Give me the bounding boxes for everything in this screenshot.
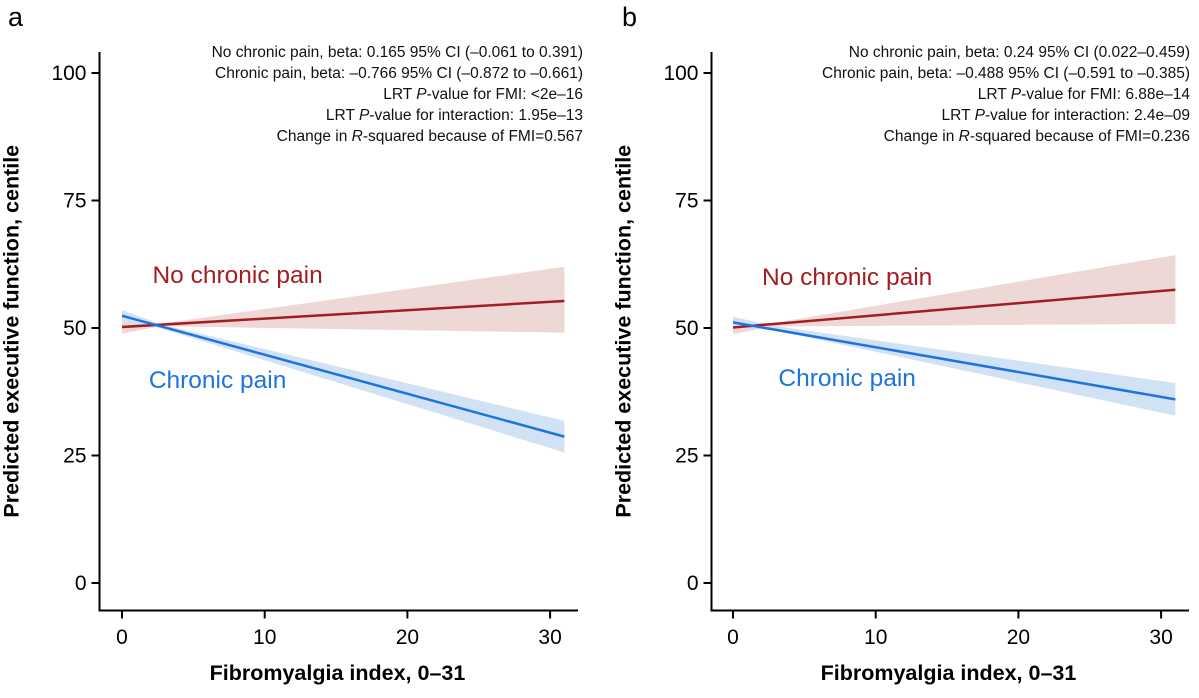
y-tick-label: 0 bbox=[687, 572, 699, 595]
annotation-block-b: No chronic pain, beta: 0.24 95% CI (0.02… bbox=[822, 42, 1190, 147]
panel-a: a No chronic pain, beta: 0.165 95% CI (–… bbox=[0, 2, 583, 685]
x-tick-label: 0 bbox=[727, 626, 739, 649]
x-tick-label: 30 bbox=[538, 626, 561, 649]
annotation-block-a: No chronic pain, beta: 0.165 95% CI (–0.… bbox=[212, 42, 583, 147]
series-label-no-chronic-pain: No chronic pain bbox=[762, 264, 932, 291]
annotation-line: Chronic pain, beta: –0.488 95% CI (–0.59… bbox=[822, 63, 1190, 84]
regression-line-no-chronic-pain bbox=[732, 288, 1176, 329]
annotation-italic-segment: R bbox=[351, 128, 363, 145]
annotation-line: Chronic pain, beta: –0.766 95% CI (–0.87… bbox=[212, 63, 583, 84]
x-axis-title: Fibromyalgia index, 0–31 bbox=[210, 661, 466, 685]
annotation-segment: -squared because of FMI=0.236 bbox=[969, 128, 1190, 145]
annotation-segment: LRT bbox=[325, 107, 359, 124]
y-tick-label: 100 bbox=[663, 62, 698, 85]
panel-b: b No chronic pain, beta: 0.24 95% CI (0.… bbox=[600, 0, 1199, 698]
plot-area-b: 0 25 50 75 100 0 10 20 30 Predicted executive fun… bbox=[612, 52, 1189, 685]
y-tick-label: 75 bbox=[675, 190, 698, 213]
ci-band-no-chronic-pain bbox=[122, 266, 565, 334]
y-tick-label: 50 bbox=[675, 317, 698, 340]
annotation-segment: LRT bbox=[941, 107, 975, 124]
x-axis-title: Fibromyalgia index, 0–31 bbox=[821, 661, 1077, 685]
y-tick-label: 25 bbox=[675, 445, 698, 468]
plot-area-a: 0 25 50 75 100 0 10 20 30 Predicted executive fun… bbox=[0, 52, 578, 685]
annotation-line: Change in R-squared because of FMI=0.236 bbox=[822, 126, 1190, 147]
y-tick-label: 0 bbox=[75, 572, 87, 595]
regression-line-chronic-pain bbox=[121, 314, 565, 438]
x-tick-label: 10 bbox=[253, 626, 276, 649]
annotation-segment: -squared because of FMI=0.567 bbox=[362, 128, 583, 145]
annotation-segment: Change in bbox=[883, 128, 959, 145]
x-tick-label: 20 bbox=[1007, 626, 1030, 649]
annotation-segment: No chronic pain, beta: 0.165 95% CI (–0.… bbox=[211, 44, 583, 61]
annotation-segment: No chronic pain, beta: 0.24 95% CI (0.02… bbox=[848, 44, 1190, 61]
annotation-line: Change in R-squared because of FMI=0.567 bbox=[212, 126, 583, 147]
annotation-segment: Change in bbox=[276, 128, 352, 145]
annotation-segment: -value for FMI: 6.88e–14 bbox=[1021, 86, 1190, 103]
annotation-line: LRT P-value for FMI: 6.88e–14 bbox=[822, 84, 1190, 105]
regression-line-no-chronic-pain bbox=[121, 299, 565, 329]
annotation-line: LRT P-value for interaction: 2.4e–09 bbox=[822, 105, 1190, 126]
annotation-italic-segment: P bbox=[416, 86, 427, 103]
annotation-segment: -value for FMI: <2e–16 bbox=[426, 86, 583, 103]
annotation-segment: -value for interaction: 1.95e–13 bbox=[369, 107, 583, 124]
annotation-line: LRT P-value for interaction: 1.95e–13 bbox=[212, 105, 583, 126]
annotation-italic-segment: R bbox=[958, 128, 970, 145]
series-label-chronic-pain: Chronic pain bbox=[778, 365, 916, 392]
x-tick-label: 10 bbox=[864, 626, 887, 649]
y-axis-title: Predicted executive function, centile bbox=[612, 145, 636, 518]
y-tick-label: 50 bbox=[63, 317, 86, 340]
annotation-line: No chronic pain, beta: 0.24 95% CI (0.02… bbox=[822, 42, 1190, 63]
ci-band-no-chronic-pain bbox=[733, 255, 1176, 335]
annotation-segment: Chronic pain, beta: –0.488 95% CI (–0.59… bbox=[822, 65, 1190, 82]
axes-spine bbox=[98, 52, 578, 612]
annotation-segment: -value for interaction: 2.4e–09 bbox=[984, 107, 1190, 124]
annotation-segment: LRT bbox=[977, 86, 1011, 103]
x-tick-label: 0 bbox=[116, 626, 128, 649]
annotation-line: LRT P-value for FMI: <2e–16 bbox=[212, 84, 583, 105]
axes-spine bbox=[710, 52, 1189, 612]
y-tick-label: 75 bbox=[63, 190, 86, 213]
series-label-chronic-pain: Chronic pain bbox=[149, 367, 287, 394]
x-tick-label: 20 bbox=[396, 626, 419, 649]
panel-letter-a: a bbox=[8, 2, 24, 32]
annotation-line: No chronic pain, beta: 0.165 95% CI (–0.… bbox=[212, 42, 583, 63]
regression-line-chronic-pain bbox=[732, 321, 1176, 401]
y-tick-label: 100 bbox=[51, 62, 86, 85]
annotation-segment: LRT bbox=[383, 86, 417, 103]
panel-letter-b: b bbox=[622, 2, 638, 32]
annotation-italic-segment: P bbox=[358, 107, 370, 124]
annotation-italic-segment: P bbox=[1010, 86, 1022, 103]
annotation-italic-segment: P bbox=[974, 107, 985, 124]
y-tick-label: 25 bbox=[63, 445, 86, 468]
x-tick-label: 30 bbox=[1149, 626, 1172, 649]
series-label-no-chronic-pain: No chronic pain bbox=[152, 262, 322, 289]
y-axis-title: Predicted executive function, centile bbox=[0, 145, 24, 518]
annotation-segment: Chronic pain, beta: –0.766 95% CI (–0.87… bbox=[215, 65, 583, 82]
